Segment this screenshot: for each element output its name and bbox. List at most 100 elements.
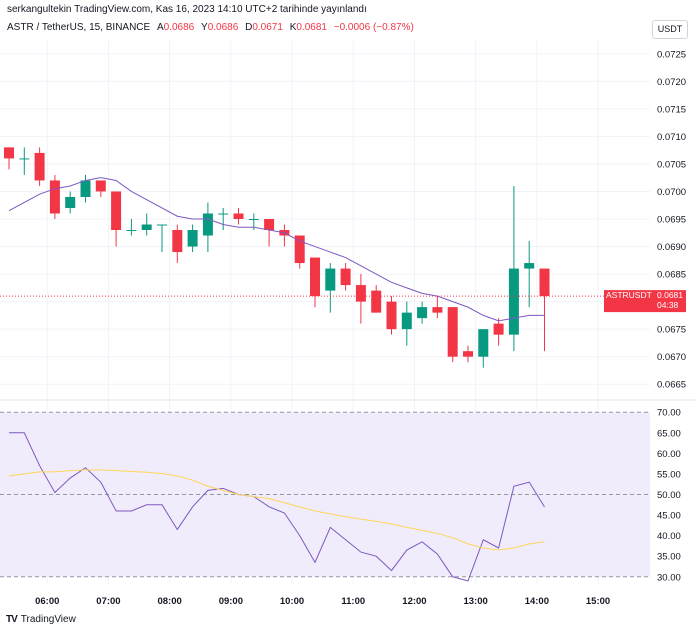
candle: [493, 318, 504, 346]
symbol-title[interactable]: ASTR / TetherUS, 15, BINANCE: [7, 22, 151, 33]
time-tick-label: 07:00: [96, 596, 120, 607]
price-tick-label: 0.0690: [657, 242, 686, 253]
price-tag-price-label: 0.0681: [657, 290, 683, 300]
candle-body: [157, 224, 167, 226]
candles: [0, 147, 650, 368]
candle-body: [310, 257, 320, 297]
price-tick-label: 0.0670: [657, 352, 686, 363]
candle: [524, 241, 535, 308]
candle-body: [417, 307, 428, 319]
rsi-tick-label: 60.00: [657, 449, 681, 460]
price-tick-label: 0.0725: [657, 49, 686, 60]
rsi-tick-label: 45.00: [657, 511, 681, 522]
candle-body: [202, 213, 213, 236]
price-tick-label: 0.0700: [657, 187, 686, 198]
candle: [157, 224, 167, 253]
candle-body: [355, 285, 366, 302]
symbol-legend: ASTR / TetherUS, 15, BINANCE A0.0686 Y0.…: [7, 22, 414, 33]
rsi-tick-label: 40.00: [657, 531, 681, 542]
rsi-tick-label: 65.00: [657, 428, 681, 439]
candle: [310, 257, 320, 308]
footer-brand[interactable]: TV TradingView: [6, 614, 76, 625]
candle: [218, 207, 229, 231]
candle-body: [447, 307, 458, 357]
candle: [539, 268, 550, 352]
candle: [202, 202, 213, 253]
rsi-axis: 30.00 35.00 40.00 45.00 50.00 55.00 60.00 65.00…: [657, 408, 681, 584]
price-axis: 0.06650.06700.06750.06800.06850.06900.06…: [657, 49, 686, 390]
candle-body: [34, 152, 45, 181]
candle: [141, 213, 152, 236]
publisher-line: serkangultekin TradingView.com, Kas 16, …: [7, 4, 367, 15]
candle: [432, 296, 443, 319]
price-tick-label: 0.0675: [657, 325, 686, 336]
candle-body: [539, 268, 550, 297]
price-tick-label: 0.0705: [657, 159, 686, 170]
candle-body: [65, 196, 76, 208]
rsi-tick-label: 55.00: [657, 469, 681, 480]
price-tick-label: 0.0715: [657, 104, 686, 115]
rsi-tick-label: 35.00: [657, 552, 681, 563]
candle: [49, 174, 60, 219]
candle-body: [524, 263, 535, 269]
rsi-tick-label: 50.00: [657, 490, 681, 501]
candle-body: [4, 147, 14, 159]
high-label: Y: [201, 22, 208, 33]
moving-average-line: [8, 177, 545, 322]
candle: [264, 219, 275, 247]
candle: [126, 219, 137, 236]
candle: [187, 224, 198, 253]
rsi-tick-label: 70.00: [657, 408, 681, 419]
candle-body: [187, 230, 198, 247]
candle: [34, 147, 45, 186]
candle-body: [432, 307, 443, 313]
rsi-tick-label: 30.00: [657, 572, 681, 583]
price-tick-label: 0.0695: [657, 215, 686, 226]
candle-body: [493, 323, 504, 335]
candle-body: [294, 235, 305, 264]
candle-body: [126, 230, 137, 232]
time-tick-label: 11:00: [341, 596, 365, 607]
rsi-line: [9, 432, 545, 582]
candle: [447, 307, 458, 363]
candle: [325, 263, 336, 313]
candle-body: [19, 158, 30, 160]
candle: [386, 296, 397, 335]
candle-body: [386, 301, 397, 330]
candle: [371, 285, 382, 313]
close-label: K: [289, 22, 297, 33]
candle: [478, 329, 489, 368]
currency-button[interactable]: USDT: [652, 20, 688, 39]
candle-body: [233, 213, 244, 219]
price-tick-label: 0.0665: [657, 380, 686, 391]
time-axis: 06:00 07:00 08:00 09:00 10:00 11:00 12:00 13:00…: [35, 596, 610, 607]
candle: [463, 345, 473, 363]
candle-body: [248, 219, 259, 220]
candle-body: [172, 230, 183, 253]
tradingview-logo-icon: TV: [6, 614, 18, 625]
time-tick-label: 09:00: [219, 596, 243, 607]
candle-body: [508, 268, 519, 335]
time-tick-label: 08:00: [157, 596, 181, 607]
time-tick-label: 10:00: [280, 596, 304, 607]
candle-body: [80, 180, 91, 197]
high-value: 0.0686: [207, 22, 239, 33]
time-tick-label: 06:00: [35, 596, 59, 607]
candle-body: [95, 180, 106, 192]
rsi-pane: [0, 411, 650, 582]
candle-body: [111, 191, 122, 231]
candle-body: [478, 329, 489, 357]
open-value: 0.0686: [163, 22, 195, 33]
price-tag-countdown: 04:38: [657, 300, 679, 310]
candle-body: [49, 180, 60, 214]
low-value: 0.0671: [252, 22, 283, 33]
open-label: A: [156, 22, 164, 33]
candle-body: [141, 224, 152, 231]
change-value: −0.0006 (−0.87%): [333, 22, 414, 33]
price-tag-symbol: ASTRUSDT: [606, 290, 652, 300]
candle: [233, 207, 244, 225]
price-tick-label: 0.0720: [657, 77, 686, 88]
low-label: D: [245, 22, 253, 33]
price-tick-label: 0.0710: [657, 132, 686, 143]
